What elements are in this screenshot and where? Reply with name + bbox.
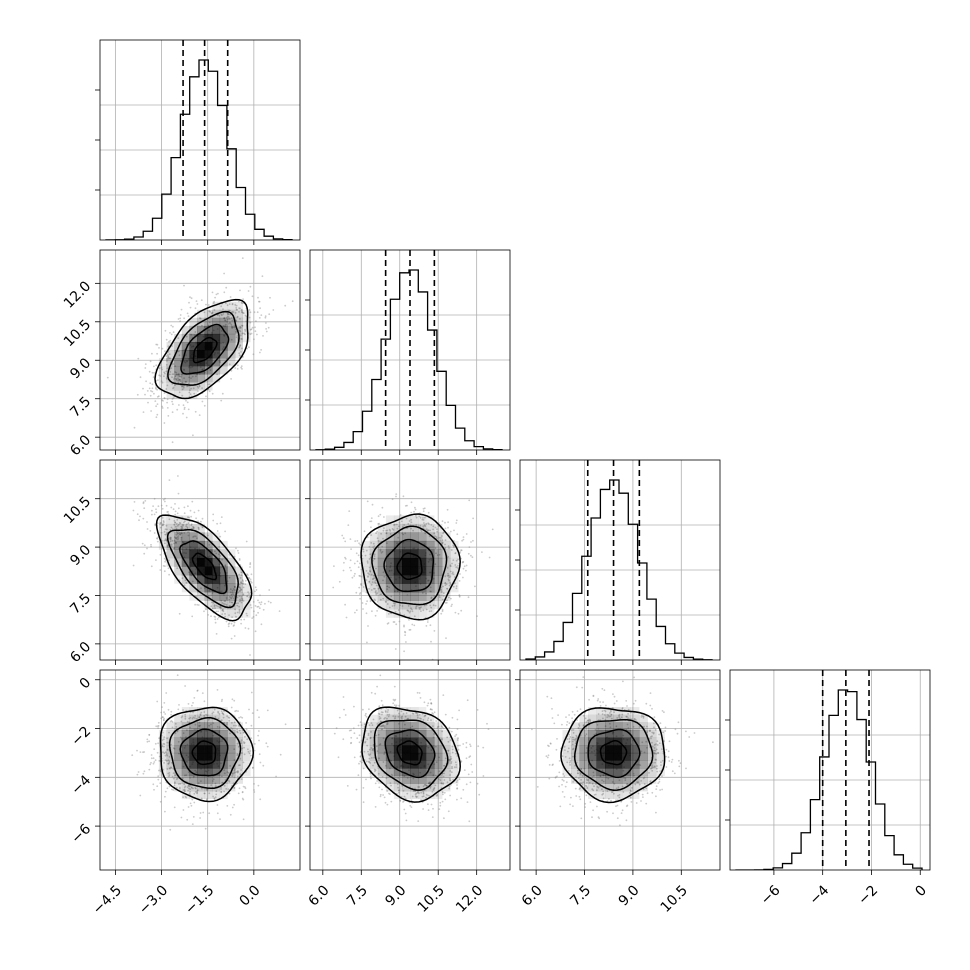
- contour-p2-p3-0: [599, 740, 628, 766]
- xtick-label-p1-4: 12.0: [453, 882, 486, 915]
- histogram-p2: [525, 479, 713, 660]
- ytick-label-p1-1: 7.5: [67, 394, 94, 421]
- density-p0-p1: [158, 301, 251, 399]
- contour-p0-p2-2: [166, 529, 239, 609]
- xtick-label-p3-3: 0: [912, 882, 930, 900]
- ytick-label-p2-0: 6.0: [67, 639, 94, 666]
- panel-2-2: [515, 459, 721, 665]
- xtick-label-p1-0: 6.0: [306, 882, 333, 909]
- contour-p2-p3-1: [587, 728, 641, 779]
- ytick-label-p1-0: 6.0: [67, 432, 94, 459]
- axes-frame: [309, 459, 511, 661]
- contour-p2-p3-2: [573, 718, 654, 791]
- xtick-label-p1-1: 7.5: [344, 882, 371, 909]
- ytick-label-p2-2: 9.0: [67, 542, 94, 569]
- histogram-p0: [105, 59, 293, 240]
- scatter-p1-p3: [333, 674, 490, 823]
- contour-p1-p3-0: [396, 740, 423, 766]
- panel-3-2: [515, 669, 721, 875]
- contour-p1-p2-0: [396, 552, 423, 581]
- contour-p1-p2-2: [371, 525, 448, 606]
- xtick-label-p2-3: 10.5: [658, 882, 691, 915]
- axes-frame: [309, 669, 511, 871]
- ytick-label-p3-3: 0: [77, 675, 95, 693]
- xtick-label-p1-3: 10.5: [415, 882, 448, 915]
- ytick-label-p1-4: 12.0: [61, 278, 94, 311]
- panel-3-1: [305, 669, 511, 875]
- contour-p0-p1-0: [192, 336, 218, 364]
- axes-frame: [99, 459, 301, 661]
- ytick-label-p2-1: 7.5: [67, 590, 94, 617]
- xtick-label-p3-2: −2: [855, 882, 881, 908]
- panel-0-0: [95, 39, 301, 245]
- contour-p0-p1-3: [154, 298, 249, 400]
- ytick-label-p3-0: −6: [68, 821, 94, 847]
- contour-p1-p2-3: [360, 513, 461, 621]
- axes-frame: [99, 39, 301, 241]
- xtick-label-p0-2: −1.5: [182, 882, 217, 917]
- panel-3-3: [725, 669, 931, 875]
- contour-p0-p3-3: [159, 706, 255, 803]
- contour-p0-p3-1: [179, 728, 229, 777]
- xtick-label-p2-2: 9.0: [616, 882, 643, 909]
- xtick-label-p3-0: −6: [758, 882, 784, 908]
- xtick-label-p2-0: 6.0: [519, 882, 546, 909]
- xtick-label-p0-3: 0.0: [237, 882, 264, 909]
- contour-p0-p2-0: [191, 552, 218, 581]
- xtick-label-p3-1: −4: [807, 882, 833, 908]
- panel-1-0: [95, 249, 301, 455]
- panel-1-1: [305, 249, 511, 455]
- contour-p0-p2-1: [179, 540, 228, 595]
- ytick-label-p3-2: −2: [68, 724, 94, 750]
- axes-frame: [99, 249, 301, 451]
- ytick-label-p1-2: 9.0: [67, 355, 94, 382]
- xtick-label-p0-0: −4.5: [90, 882, 125, 917]
- panel-3-0: [95, 669, 301, 875]
- axes-frame: [309, 249, 511, 451]
- contour-p0-p3-0: [191, 740, 217, 766]
- contour-p1-p3-2: [373, 719, 449, 791]
- panel-2-1: [305, 459, 511, 665]
- contour-p0-p3-2: [168, 716, 242, 790]
- contour-p2-p3-3: [560, 707, 666, 804]
- panel-2-0: [95, 459, 301, 665]
- ytick-label-p3-1: −4: [68, 772, 94, 798]
- histogram-p3: [735, 689, 923, 870]
- contour-p1-p3-3: [361, 706, 461, 803]
- axes-frame: [729, 669, 931, 871]
- axes-frame: [519, 669, 721, 871]
- ytick-label-p2-3: 10.5: [61, 494, 94, 527]
- ytick-label-p1-3: 10.5: [61, 317, 94, 350]
- axes-frame: [519, 459, 721, 661]
- contour-p1-p2-1: [383, 538, 435, 593]
- xtick-label-p2-1: 7.5: [567, 882, 594, 909]
- contour-p0-p1-2: [167, 310, 240, 386]
- axes-frame: [99, 669, 301, 871]
- contour-p0-p2-3: [155, 514, 253, 622]
- contour-p0-p1-1: [180, 323, 230, 375]
- xtick-label-p0-1: −3.0: [136, 882, 171, 917]
- histogram-p1: [315, 269, 503, 450]
- contour-p1-p3-1: [384, 729, 436, 779]
- xtick-label-p1-2: 9.0: [382, 882, 409, 909]
